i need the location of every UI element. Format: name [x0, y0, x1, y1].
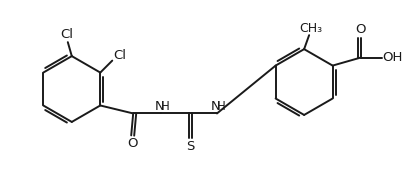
Text: CH₃: CH₃ [299, 22, 323, 35]
Text: Cl: Cl [114, 49, 127, 62]
Text: O: O [355, 23, 366, 36]
Text: H: H [217, 100, 225, 113]
Text: OH: OH [382, 51, 403, 64]
Text: O: O [127, 137, 137, 150]
Text: N: N [211, 100, 221, 113]
Text: S: S [186, 140, 194, 153]
Text: Cl: Cl [60, 28, 73, 41]
Text: H: H [161, 100, 170, 113]
Text: N: N [155, 100, 165, 113]
